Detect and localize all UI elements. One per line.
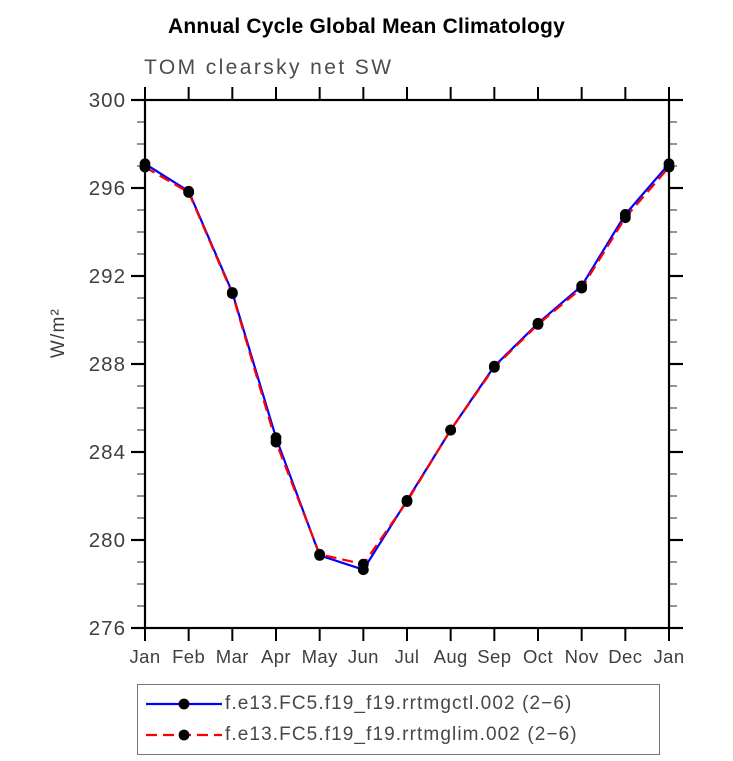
x-tick-label: Dec — [608, 646, 642, 667]
legend-line-sample-solid — [146, 698, 222, 710]
y-tick-label: 284 — [89, 441, 126, 464]
data-point-marker — [401, 496, 413, 507]
x-tick-label: Aug — [434, 646, 468, 667]
legend-item-rrtmglim: f.e13.FC5.f19_f19.rrtmglim.002 (2−6) — [145, 724, 659, 746]
y-tick-label: 296 — [89, 177, 126, 200]
data-point-marker — [357, 558, 369, 570]
legend-label: f.e13.FC5.f19_f19.rrtmglim.002 (2−6) — [225, 724, 578, 745]
legend-line-sample-dashed — [146, 729, 222, 741]
data-point-marker — [619, 212, 631, 224]
data-point-marker — [139, 161, 151, 173]
data-point-marker — [532, 319, 544, 330]
y-tick-label: 300 — [89, 89, 126, 112]
data-point-marker — [314, 548, 326, 560]
legend-marker — [178, 698, 190, 710]
x-tick-label: Sep — [477, 646, 511, 667]
x-tick-label: Apr — [261, 646, 291, 667]
x-tick-label: Oct — [523, 646, 553, 667]
x-tick-label: Jan — [653, 646, 684, 667]
data-point-marker — [226, 288, 238, 299]
y-tick-label: 280 — [89, 529, 126, 552]
x-tick-label: Mar — [216, 646, 249, 667]
legend-item-rrtmgctl: f.e13.FC5.f19_f19.rrtmgctl.002 (2−6) — [145, 693, 659, 715]
x-tick-label: Jul — [395, 646, 420, 667]
data-point-marker — [488, 361, 500, 373]
y-tick-label: 276 — [89, 617, 126, 640]
data-point-marker — [576, 282, 588, 294]
data-point-marker — [445, 424, 457, 436]
data-point-marker — [270, 436, 282, 448]
x-tick-label: Feb — [172, 646, 205, 667]
x-tick-label: Jan — [129, 646, 160, 667]
legend-box: f.e13.FC5.f19_f19.rrtmgctl.002 (2−6) f.e… — [137, 684, 660, 755]
plot-frame — [143, 98, 671, 630]
y-tick-label: 292 — [89, 265, 126, 288]
x-tick-label: Nov — [565, 646, 599, 667]
data-point-marker — [663, 161, 675, 173]
chart-title: Annual Cycle Global Mean Climatology — [168, 15, 565, 38]
data-point-marker — [183, 187, 195, 198]
y-tick-label: 288 — [89, 353, 126, 376]
x-tick-label: Jun — [348, 646, 379, 667]
chart-subtitle: TOM clearsky net SW — [144, 56, 394, 79]
series-line-0 — [144, 162, 670, 572]
legend-label: f.e13.FC5.f19_f19.rrtmgctl.002 (2−6) — [225, 693, 573, 714]
legend-marker — [178, 729, 190, 741]
x-tick-label: May — [302, 646, 338, 667]
